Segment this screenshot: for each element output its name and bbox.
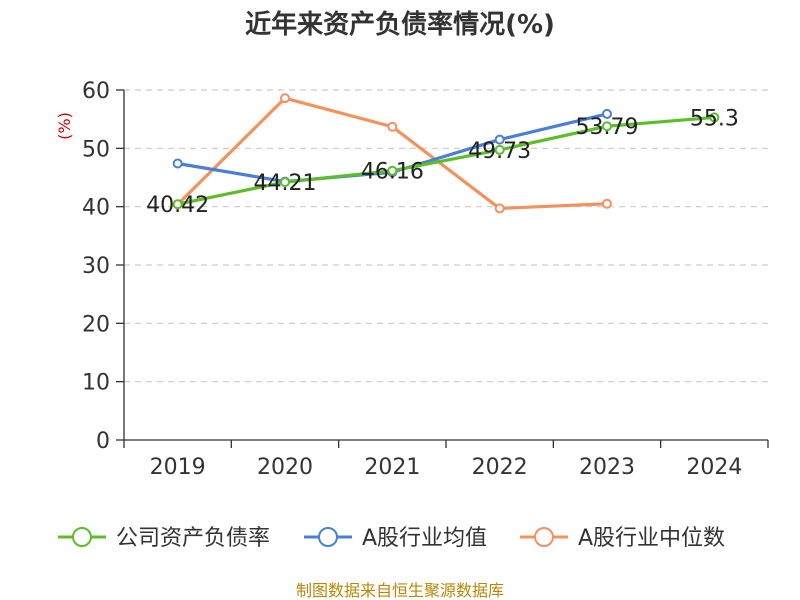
data-label: 40.42: [146, 193, 209, 218]
data-point: [602, 108, 612, 119]
series-lines: [172, 93, 720, 214]
y-tick-label: 0: [96, 429, 110, 454]
legend-marker: [72, 527, 92, 547]
x-tick-label: 2020: [257, 455, 313, 480]
x-tick-label: 2023: [579, 455, 635, 480]
data-point: [172, 199, 183, 210]
source-note: 制图数据来自恒生聚源数据库: [296, 581, 504, 600]
x-tick-label: 2019: [150, 455, 206, 480]
y-tick-label: 40: [82, 196, 110, 221]
data-labels: 40.42 44.21 46.16 49.73 53.79 55.3: [146, 106, 739, 218]
legend-marker: [318, 527, 338, 547]
data-point: [172, 158, 183, 169]
data-label: 49.73: [468, 139, 531, 164]
y-tick-label: 60: [82, 79, 110, 104]
data-point: [494, 144, 505, 155]
x-tick-label: 2021: [364, 455, 420, 480]
axes: 0 10 20 30 40 50 60 2019 2020 2021 2022 2023 2024: [82, 79, 769, 480]
y-tick-label: 20: [82, 312, 110, 337]
data-label: 44.21: [254, 171, 317, 196]
y-tick-label: 10: [82, 371, 110, 396]
data-label: 55.3: [690, 106, 739, 131]
chart-title: 近年来资产负债率情况(%): [245, 9, 555, 40]
legend-label: A股行业均值: [362, 526, 487, 551]
legend-marker: [534, 527, 554, 547]
series-line: [176, 115, 716, 206]
data-point: [280, 177, 290, 188]
legend-label: 公司资产负债率: [116, 526, 270, 551]
x-tick-label: 2022: [472, 455, 528, 480]
data-point: [494, 203, 505, 214]
legend-label: A股行业中位数: [578, 526, 725, 551]
legend: 公司资产负债率 A股行业均值 A股行业中位数: [58, 526, 725, 551]
grid: [124, 89, 768, 383]
data-label: 46.16: [361, 160, 424, 185]
y-tick-label: 30: [82, 254, 110, 279]
data-point: [602, 198, 612, 209]
data-point: [280, 93, 290, 104]
data-point: [602, 121, 612, 132]
data-point: [387, 121, 398, 132]
y-tick-label: 50: [82, 137, 110, 162]
data-point: [494, 134, 505, 145]
data-point: [387, 165, 398, 176]
data-point: [709, 112, 720, 123]
data-label: 53.79: [576, 115, 639, 140]
y-axis-unit: (%): [55, 112, 74, 140]
x-tick-label: 2024: [686, 455, 742, 480]
